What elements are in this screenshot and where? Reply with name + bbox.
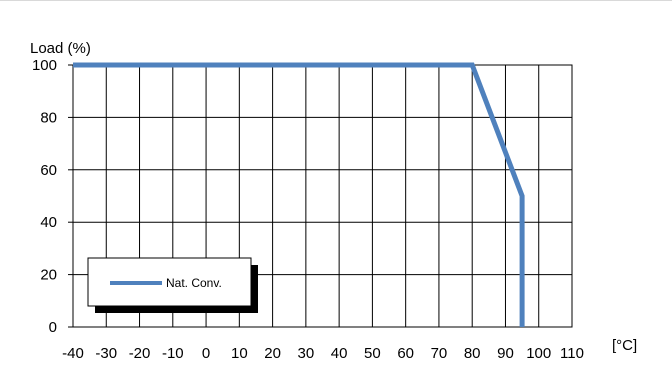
series-layer xyxy=(73,62,525,327)
x-tick-label: 60 xyxy=(397,345,414,362)
y-tick-label: 100 xyxy=(32,57,57,74)
y-tick-label: 80 xyxy=(40,109,57,126)
series-line-nat-conv xyxy=(73,62,525,327)
x-tick-label: 0 xyxy=(202,345,210,362)
x-tick-label: 20 xyxy=(264,345,281,362)
x-tick-label: -30 xyxy=(95,345,117,362)
tick-labels: -40 -30 -20 -10 0 10 20 30 40 50 60 70 80 90 100 110 0 20… xyxy=(32,57,584,362)
y-tick-label: 0 xyxy=(49,319,57,336)
x-tick-label: -40 xyxy=(62,345,84,362)
y-tick-label: 40 xyxy=(40,214,57,231)
y-tick-label: 20 xyxy=(40,267,57,284)
x-tick-label: 40 xyxy=(331,345,348,362)
legend-box xyxy=(87,257,252,307)
x-tick-label: 70 xyxy=(431,345,448,362)
x-tick-label: 10 xyxy=(231,345,248,362)
x-tick-label: -10 xyxy=(162,345,184,362)
x-tick-label: -20 xyxy=(129,345,151,362)
x-tick-label: 50 xyxy=(364,345,381,362)
top-divider xyxy=(0,0,672,1)
x-tick-label: 30 xyxy=(298,345,315,362)
y-tick-label: 60 xyxy=(40,162,57,179)
y-axis-title: Load (%) xyxy=(30,40,91,57)
x-tick-label: 90 xyxy=(497,345,514,362)
x-tick-label: 80 xyxy=(464,345,481,362)
x-axis-title: [°C] xyxy=(612,337,637,354)
legend-label: Nat. Conv. xyxy=(166,276,222,290)
x-tick-label: 100 xyxy=(526,345,551,362)
legend: Nat. Conv. xyxy=(87,257,258,313)
x-tick-label: 110 xyxy=(560,345,584,362)
